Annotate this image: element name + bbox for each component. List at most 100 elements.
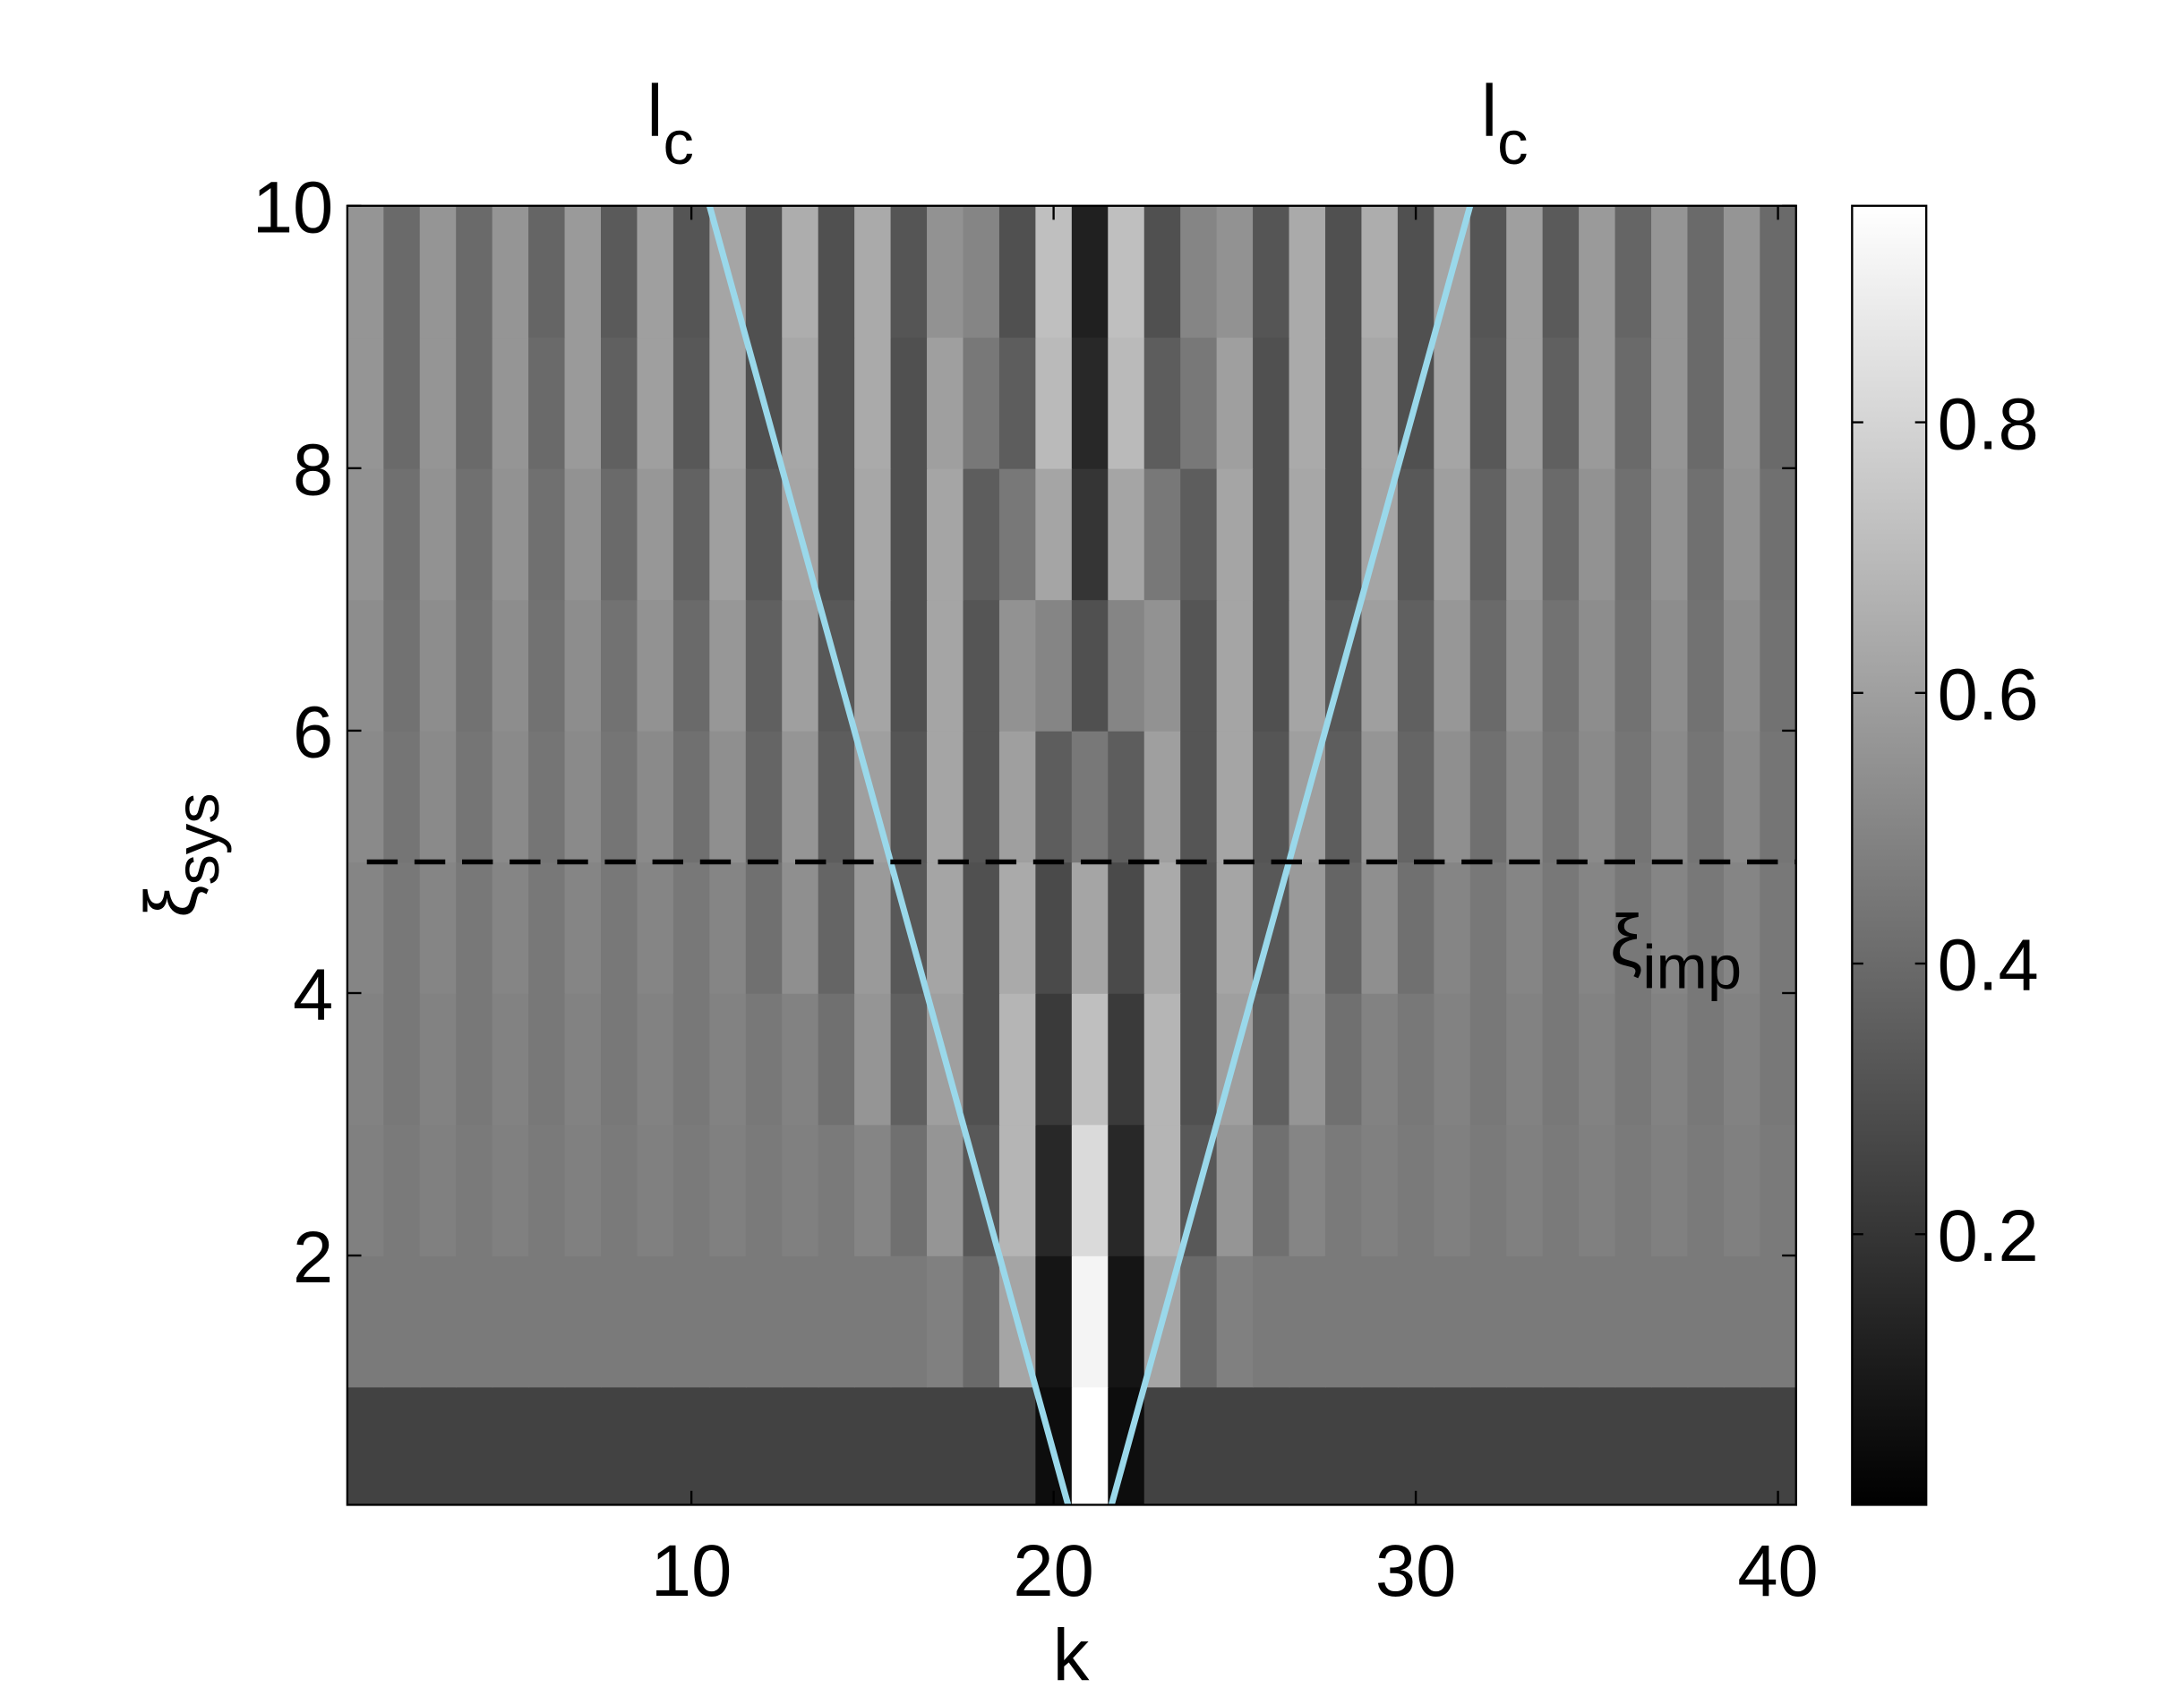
heatmap-cell bbox=[637, 205, 674, 338]
heatmap-cell bbox=[1324, 337, 1363, 469]
heatmap-cell bbox=[601, 1124, 638, 1256]
heatmap-cell bbox=[963, 730, 1000, 863]
heatmap-cell bbox=[419, 992, 457, 1126]
heatmap-cell bbox=[564, 861, 602, 994]
heatmap-cell bbox=[1723, 205, 1761, 338]
top-label-subscript: c bbox=[663, 108, 693, 177]
x-axis-label: k bbox=[1053, 1615, 1090, 1696]
heatmap-cell bbox=[1361, 205, 1399, 338]
heatmap-cell bbox=[672, 1124, 711, 1256]
heatmap-cell bbox=[927, 1124, 964, 1256]
heatmap-cell bbox=[456, 1255, 493, 1388]
heatmap-cell bbox=[1143, 1386, 1181, 1506]
heatmap-cell bbox=[1324, 730, 1363, 863]
heatmap-cell bbox=[1760, 337, 1797, 469]
y-axis-label: ξsys bbox=[131, 793, 232, 918]
heatmap-cell bbox=[637, 730, 674, 863]
heatmap-cell bbox=[1614, 467, 1652, 601]
heatmap-cell bbox=[564, 205, 602, 338]
heatmap-cell bbox=[1289, 992, 1326, 1126]
heatmap-cell bbox=[1506, 730, 1544, 863]
heatmap-cell bbox=[383, 992, 421, 1126]
top-label: lc bbox=[647, 71, 693, 177]
heatmap-cell bbox=[492, 861, 529, 994]
heatmap-cell bbox=[745, 861, 784, 994]
heatmap-cell bbox=[1760, 861, 1797, 994]
heatmap-cell bbox=[1506, 1124, 1544, 1256]
heatmap-cell bbox=[419, 1124, 457, 1256]
heatmap-cell bbox=[1035, 467, 1073, 601]
heatmap-cell bbox=[1579, 861, 1616, 994]
heatmap-cell bbox=[1434, 1255, 1471, 1388]
heatmap-cell bbox=[564, 1255, 602, 1388]
heatmap-cell bbox=[1108, 730, 1145, 863]
top-label: lc bbox=[1481, 71, 1528, 177]
heatmap-cell bbox=[1579, 205, 1616, 338]
heatmap-cell bbox=[601, 1386, 638, 1506]
heatmap-cell bbox=[709, 599, 747, 732]
heatmap-cell bbox=[637, 599, 674, 732]
heatmap-cell bbox=[1469, 1124, 1507, 1256]
heatmap-cell bbox=[564, 1386, 602, 1506]
heatmap-cell bbox=[564, 599, 602, 732]
heatmap-cell bbox=[601, 1255, 638, 1388]
heatmap-cell bbox=[1760, 992, 1797, 1126]
heatmap-cell bbox=[854, 861, 892, 994]
heatmap-cell bbox=[1651, 205, 1689, 338]
heatmap-cell bbox=[1361, 1255, 1399, 1388]
heatmap-cell bbox=[1289, 337, 1326, 469]
heatmap-cell bbox=[1469, 861, 1507, 994]
heatmap-cell bbox=[1614, 1255, 1652, 1388]
heatmap-cell bbox=[528, 1386, 566, 1506]
heatmap-cell bbox=[601, 861, 638, 994]
heatmap-cell bbox=[1253, 1255, 1290, 1388]
heatmap-cell bbox=[1071, 1386, 1109, 1506]
heatmap-cell bbox=[601, 467, 638, 601]
heatmap-cell bbox=[1687, 1255, 1725, 1388]
y-label-subscript: sys bbox=[163, 793, 232, 885]
heatmap-cell bbox=[1687, 1386, 1725, 1506]
heatmap-cell bbox=[419, 1386, 457, 1506]
heatmap-cell bbox=[1216, 1386, 1254, 1506]
heatmap-cell bbox=[1614, 1124, 1652, 1256]
heatmap-cell bbox=[745, 1124, 784, 1256]
heatmap-cell bbox=[1723, 861, 1761, 994]
heatmap-cell bbox=[672, 1255, 711, 1388]
heatmap-cell bbox=[963, 1386, 1000, 1506]
heatmap-cell bbox=[672, 337, 711, 469]
heatmap-cell bbox=[1651, 599, 1689, 732]
colorbar-tick-label: 0.8 bbox=[1938, 383, 2039, 465]
heatmap-cell bbox=[601, 599, 638, 732]
heatmap-cell bbox=[1253, 467, 1290, 601]
heatmap-cell bbox=[1614, 337, 1652, 469]
heatmap-cell bbox=[927, 205, 964, 338]
heatmap-cell bbox=[637, 861, 674, 994]
heatmap-cell bbox=[1760, 1255, 1797, 1388]
heatmap-cell bbox=[1469, 992, 1507, 1126]
heatmap-cell bbox=[1324, 1255, 1363, 1388]
top-label-subscript: c bbox=[1497, 108, 1528, 177]
heatmap-cell bbox=[1143, 992, 1181, 1126]
heatmap-cell bbox=[854, 1386, 892, 1506]
heatmap-cell bbox=[1687, 992, 1725, 1126]
heatmap-cell bbox=[1289, 467, 1326, 601]
heatmap-cell bbox=[890, 337, 928, 469]
heatmap-cell bbox=[456, 730, 493, 863]
heatmap-cell bbox=[854, 467, 892, 601]
heatmap-cell bbox=[383, 337, 421, 469]
heatmap-cell bbox=[347, 205, 385, 338]
heatmap-cell bbox=[564, 337, 602, 469]
heatmap-cell bbox=[1071, 861, 1109, 994]
heatmap-cell bbox=[1760, 467, 1797, 601]
colorbar-tick-label: 0.4 bbox=[1938, 925, 2039, 1007]
heatmap-cell bbox=[1108, 337, 1145, 469]
heatmap-cell bbox=[528, 205, 566, 338]
heatmap-cell bbox=[890, 467, 928, 601]
heatmap-cell bbox=[998, 599, 1037, 732]
heatmap-cell bbox=[818, 1124, 855, 1256]
heatmap-cell bbox=[1579, 599, 1616, 732]
heatmap-cell bbox=[1506, 861, 1544, 994]
heatmap-cell bbox=[1397, 205, 1435, 338]
heatmap-cell bbox=[782, 992, 819, 1126]
heatmap-cell bbox=[1579, 1255, 1616, 1388]
